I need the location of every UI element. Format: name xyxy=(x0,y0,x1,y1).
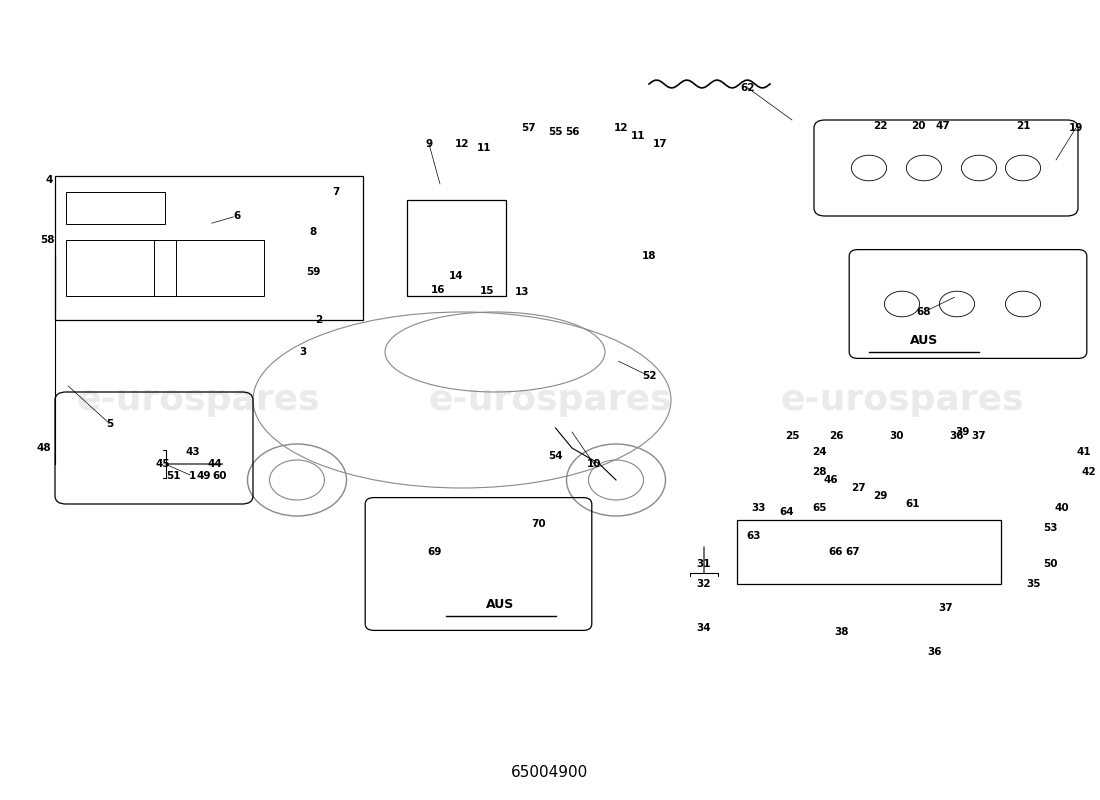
Text: 48: 48 xyxy=(36,443,52,453)
Text: 42: 42 xyxy=(1081,467,1097,477)
Text: 11: 11 xyxy=(630,131,646,141)
Text: 3: 3 xyxy=(299,347,306,357)
Text: 66: 66 xyxy=(828,547,844,557)
Text: 34: 34 xyxy=(696,623,712,633)
Text: 20: 20 xyxy=(911,122,926,131)
Text: 15: 15 xyxy=(480,286,495,296)
Text: 64: 64 xyxy=(779,507,794,517)
Text: 53: 53 xyxy=(1043,523,1058,533)
Text: e-urospares: e-urospares xyxy=(428,383,672,417)
Text: 35: 35 xyxy=(1026,579,1042,589)
Bar xyxy=(55,176,363,320)
Text: 25: 25 xyxy=(784,431,800,441)
Text: 54: 54 xyxy=(548,451,563,461)
Text: 14: 14 xyxy=(449,271,464,281)
Text: AUS: AUS xyxy=(910,334,938,346)
Text: e-urospares: e-urospares xyxy=(780,383,1024,417)
Text: 38: 38 xyxy=(834,627,849,637)
Text: 9: 9 xyxy=(426,139,432,149)
Text: 32: 32 xyxy=(696,579,712,589)
Bar xyxy=(154,240,264,296)
Text: 65004900: 65004900 xyxy=(512,765,588,780)
Text: 11: 11 xyxy=(476,143,492,153)
Text: 6: 6 xyxy=(233,211,240,221)
Text: 43: 43 xyxy=(185,447,200,457)
Text: 62: 62 xyxy=(740,83,756,93)
Text: 31: 31 xyxy=(696,559,712,569)
Text: 18: 18 xyxy=(641,251,657,261)
Text: 59: 59 xyxy=(306,267,321,277)
Text: 12: 12 xyxy=(454,139,470,149)
Text: 58: 58 xyxy=(40,235,55,245)
Text: 65: 65 xyxy=(812,503,827,513)
Text: 36: 36 xyxy=(949,431,965,441)
Text: 70: 70 xyxy=(531,519,547,529)
Text: 2: 2 xyxy=(316,315,322,325)
Text: 67: 67 xyxy=(845,547,860,557)
Text: 50: 50 xyxy=(1043,559,1058,569)
Text: 29: 29 xyxy=(872,491,888,501)
Text: 55: 55 xyxy=(548,127,563,137)
Bar xyxy=(737,520,1001,584)
Text: 37: 37 xyxy=(938,603,954,613)
Text: 68: 68 xyxy=(916,307,932,317)
Bar xyxy=(407,200,506,296)
Text: 24: 24 xyxy=(812,447,827,457)
Text: 19: 19 xyxy=(1068,123,1084,133)
Text: 37: 37 xyxy=(971,431,987,441)
Text: e-urospares: e-urospares xyxy=(76,383,320,417)
Text: 10: 10 xyxy=(586,459,602,469)
Text: 47: 47 xyxy=(935,122,950,131)
Text: 40: 40 xyxy=(1054,503,1069,513)
Text: 63: 63 xyxy=(746,531,761,541)
Text: 51: 51 xyxy=(166,471,182,481)
Text: 8: 8 xyxy=(310,227,317,237)
Text: 39: 39 xyxy=(955,427,970,437)
Text: 13: 13 xyxy=(515,287,530,297)
Text: 41: 41 xyxy=(1076,447,1091,457)
Text: 61: 61 xyxy=(905,499,921,509)
Text: 27: 27 xyxy=(850,483,866,493)
Text: 52: 52 xyxy=(641,371,657,381)
Text: 26: 26 xyxy=(828,431,844,441)
Text: 56: 56 xyxy=(564,127,580,137)
Text: 57: 57 xyxy=(520,123,536,133)
Text: AUS: AUS xyxy=(486,598,515,610)
Text: 44: 44 xyxy=(207,459,222,469)
Text: 17: 17 xyxy=(652,139,668,149)
Text: 5: 5 xyxy=(107,419,113,429)
Text: 7: 7 xyxy=(332,187,339,197)
Text: 22: 22 xyxy=(872,122,888,131)
Text: 1: 1 xyxy=(189,471,196,481)
Text: 36: 36 xyxy=(927,647,943,657)
Text: 33: 33 xyxy=(751,503,767,513)
Text: 12: 12 xyxy=(614,123,629,133)
Text: 30: 30 xyxy=(889,431,904,441)
Text: 45: 45 xyxy=(155,459,170,469)
Text: 46: 46 xyxy=(823,475,838,485)
Bar xyxy=(66,240,176,296)
Text: 16: 16 xyxy=(430,285,446,294)
Bar xyxy=(66,192,165,224)
Text: 49: 49 xyxy=(196,471,211,481)
Text: 28: 28 xyxy=(812,467,827,477)
Text: 60: 60 xyxy=(212,471,228,481)
Text: 69: 69 xyxy=(427,547,442,557)
Text: 4: 4 xyxy=(46,175,53,185)
Text: 21: 21 xyxy=(1015,122,1031,131)
